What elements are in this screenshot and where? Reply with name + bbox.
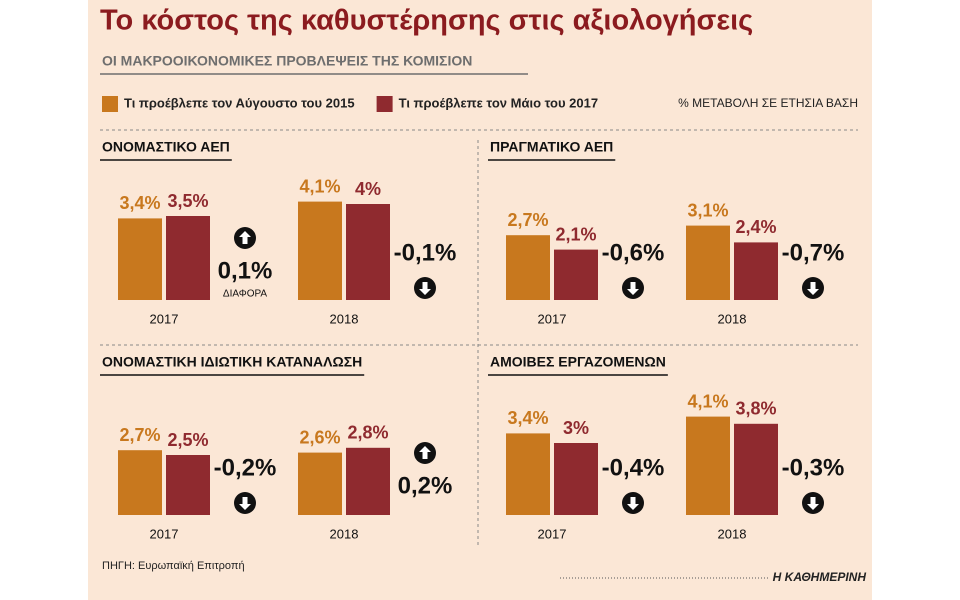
legend-label: Τι προέβλεπε τον Αύγουστο του 2015 [124,95,355,110]
value-label: 3,8% [735,399,776,419]
icon-arrow [627,497,639,510]
bar [166,216,210,300]
value-label: 2,6% [299,427,340,447]
direction-icon [414,277,436,299]
difference-label: 0,1% [218,257,273,284]
panel-title: ΟΝΟΜΑΣΤΙΚΟ ΑΕΠ [102,139,230,155]
x-tick-label: 2017 [538,526,567,541]
bar [506,235,550,300]
x-tick-label: 2018 [330,526,359,541]
difference-label: -0,3% [782,454,845,481]
bar [686,416,730,515]
icon-arrow [239,497,251,510]
value-label: 3,4% [507,408,548,428]
bar [554,249,598,300]
value-label: 4,1% [299,176,340,196]
bar [734,423,778,515]
bar [298,452,342,515]
x-tick-label: 2017 [538,311,567,326]
panel-title: ΠΡΑΓΜΑΤΙΚΟ ΑΕΠ [490,139,613,155]
bar [686,225,730,300]
x-tick-label: 2018 [330,311,359,326]
value-label: 4,1% [687,391,728,411]
icon-arrow [807,497,819,510]
icon-arrow [419,282,431,295]
difference-label: -0,7% [782,239,845,266]
difference-label: -0,2% [214,454,277,481]
direction-icon [622,277,644,299]
bar [166,455,210,515]
bar [506,433,550,515]
icon-arrow [419,446,431,459]
bar [734,242,778,300]
bar [118,218,162,300]
difference-label: -0,6% [602,239,665,266]
difference-label: 0,2% [398,472,453,499]
icon-arrow [807,282,819,295]
bar [554,443,598,515]
publisher: Η ΚΑΘΗΜΕΡΙΝΗ [773,570,867,584]
value-label: 2,1% [555,224,596,244]
value-label: 3% [563,418,589,438]
panel-title: ΟΝΟΜΑΣΤΙΚΗ ΙΔΙΩΤΙΚΗ ΚΑΤΑΝΑΛΩΣΗ [102,354,362,370]
x-tick-label: 2017 [150,526,179,541]
difference-label: -0,4% [602,454,665,481]
direction-icon [802,277,824,299]
x-tick-label: 2018 [718,311,747,326]
value-label: 2,4% [735,217,776,237]
value-label: 3,4% [119,193,160,213]
x-tick-label: 2018 [718,526,747,541]
bar [346,204,390,300]
icon-arrow [239,231,251,244]
x-tick-label: 2017 [150,311,179,326]
bar [346,447,390,515]
difference-label: -0,1% [394,239,457,266]
value-label: 2,7% [119,425,160,445]
direction-icon [234,227,256,249]
value-label: 4% [355,179,381,199]
direction-icon [234,492,256,514]
value-label: 2,5% [167,430,208,450]
bar [298,201,342,300]
difference-note: ΔΙΑΦΟΡΑ [223,289,268,300]
panel-title: ΑΜΟΙΒΕΣ ΕΡΓΑΖΟΜΕΝΩΝ [490,354,666,370]
subtitle: ΟΙ ΜΑΚΡΟΟΙΚΟΝΟΜΙΚΕΣ ΠΡΟΒΛΕΨΕΙΣ ΤΗΣ ΚΟΜΙΣ… [102,53,472,69]
direction-icon [622,492,644,514]
icon-arrow [627,282,639,295]
title: Το κόστος της καθυστέρησης στις αξιολογή… [100,5,753,37]
value-label: 3,5% [167,191,208,211]
value-label: 2,7% [507,210,548,230]
value-label: 3,1% [687,200,728,220]
source: ΠΗΓΗ: Ευρωπαϊκή Επιτροπή [102,560,245,572]
bar [118,450,162,515]
direction-icon [414,442,436,464]
direction-icon [802,492,824,514]
legend-swatch [102,96,118,112]
legend-swatch [376,96,393,112]
value-label: 2,8% [347,423,388,443]
legend-label: Τι προέβλεπε τον Μάιο του 2017 [399,95,599,110]
unit-note: % ΜΕΤΑΒΟΛΗ ΣΕ ΕΤΗΣΙΑ ΒΑΣΗ [678,96,858,110]
